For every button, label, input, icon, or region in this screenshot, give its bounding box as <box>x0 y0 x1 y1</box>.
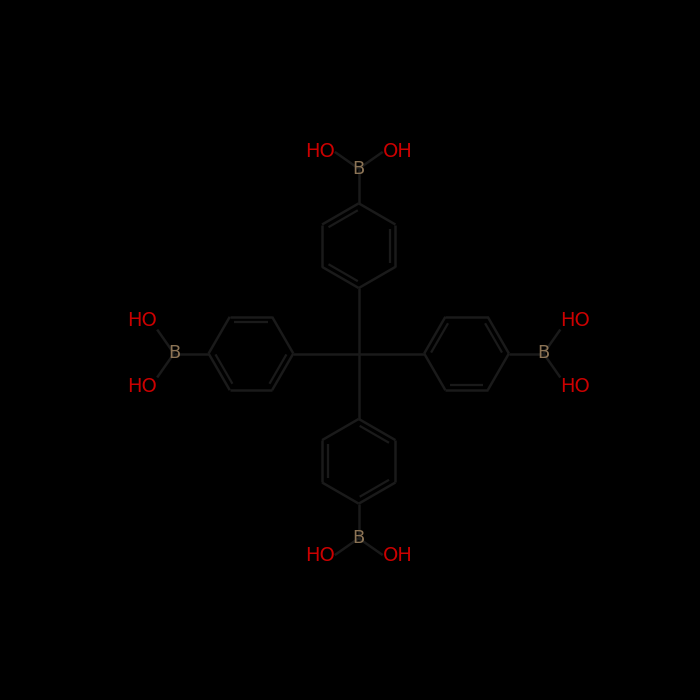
Text: HO: HO <box>560 377 590 396</box>
Text: HO: HO <box>305 142 335 162</box>
Text: HO: HO <box>305 545 335 565</box>
Text: OH: OH <box>383 142 412 162</box>
Text: B: B <box>353 529 365 547</box>
Text: HO: HO <box>127 311 158 330</box>
Text: OH: OH <box>383 545 412 565</box>
Text: HO: HO <box>127 377 158 396</box>
Text: B: B <box>538 344 550 363</box>
Text: B: B <box>168 344 180 363</box>
Text: HO: HO <box>560 311 590 330</box>
Text: B: B <box>353 160 365 178</box>
